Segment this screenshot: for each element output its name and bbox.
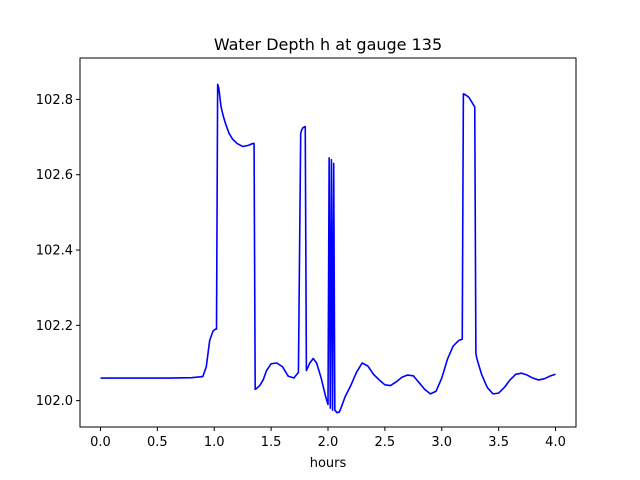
x-tick-label: 1.5 [261, 435, 282, 450]
x-tick-label: 2.0 [318, 435, 339, 450]
x-tick-label: 1.0 [204, 435, 225, 450]
x-tick-label: 3.5 [488, 435, 509, 450]
y-tick-label: 102.8 [36, 93, 73, 108]
x-tick-label: 4.0 [545, 435, 566, 450]
chart-title: Water Depth h at gauge 135 [214, 35, 442, 54]
y-axis: 102.0 102.2 102.4 102.6 102.8 [36, 93, 80, 409]
y-tick-label: 102.0 [36, 394, 73, 409]
y-tick-label: 102.4 [36, 244, 73, 259]
x-axis: 0.0 0.5 1.0 1.5 2.0 2.5 3.0 3.5 4.0 [90, 427, 566, 450]
series-line [100, 83, 556, 414]
y-tick-label: 102.6 [36, 168, 73, 183]
x-tick-label: 0.5 [147, 435, 168, 450]
x-tick-label: 2.5 [375, 435, 396, 450]
x-tick-label: 0.0 [90, 435, 111, 450]
x-axis-label: hours [310, 456, 347, 471]
y-tick-label: 102.2 [36, 319, 73, 334]
x-tick-label: 3.0 [431, 435, 452, 450]
plot-area [79, 57, 577, 428]
